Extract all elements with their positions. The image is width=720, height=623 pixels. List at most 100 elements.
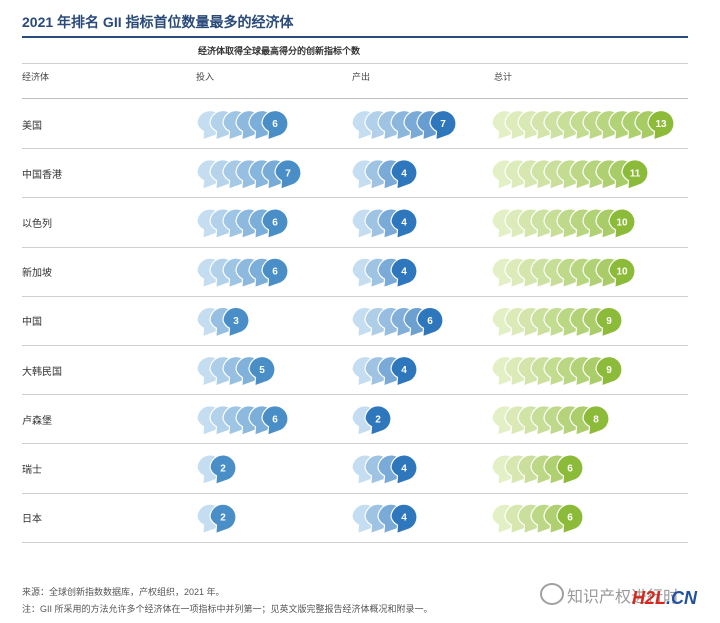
bubble-mark bbox=[261, 257, 289, 289]
bubble-mark bbox=[595, 355, 623, 387]
bubble-mark bbox=[261, 109, 289, 141]
row-label: 新加坡 bbox=[22, 268, 52, 280]
column-header-total: 总计 bbox=[494, 72, 513, 82]
chart-subtitle: 经济体取得全球最高得分的创新指标个数 bbox=[198, 46, 361, 56]
data-label: 3 bbox=[233, 316, 239, 327]
data-label: 6 bbox=[272, 267, 278, 278]
bubble-mark bbox=[248, 355, 276, 387]
data-label: 10 bbox=[616, 218, 628, 229]
logo-h2l: H2L bbox=[632, 588, 667, 608]
row-label: 中国 bbox=[22, 317, 42, 329]
bubble-mark bbox=[429, 109, 457, 141]
bubble-mark bbox=[595, 306, 623, 338]
bubble-group-input: 6 bbox=[196, 109, 289, 141]
bubble-group-total: 6 bbox=[491, 503, 584, 535]
bubble-group-output: 6 bbox=[351, 306, 444, 338]
bubble-group-total: 9 bbox=[491, 306, 623, 338]
row-divider bbox=[22, 295, 688, 297]
bubble-group-output: 4 bbox=[351, 503, 418, 535]
bubble-mark bbox=[556, 503, 584, 535]
bubble-mark bbox=[556, 454, 584, 486]
bubble-group-total: 13 bbox=[491, 109, 675, 141]
wechat-icon bbox=[540, 583, 564, 605]
bubble-mark bbox=[582, 405, 610, 436]
data-label: 6 bbox=[272, 218, 278, 229]
bubble-group-total: 10 bbox=[491, 208, 636, 240]
bubble-mark bbox=[390, 208, 418, 240]
bubble-group-total: 6 bbox=[491, 454, 584, 486]
bubble-mark bbox=[390, 257, 418, 289]
data-label: 6 bbox=[567, 513, 573, 524]
bubble-mark bbox=[222, 306, 250, 338]
bubble-group-input: 6 bbox=[196, 208, 289, 240]
bubble-group-output: 4 bbox=[351, 159, 418, 190]
data-label: 8 bbox=[593, 414, 599, 425]
data-label: 9 bbox=[606, 316, 612, 327]
bubble-mark bbox=[416, 306, 444, 338]
bubble-group-output: 4 bbox=[351, 208, 418, 240]
bubble-group-total: 8 bbox=[491, 405, 610, 436]
data-label: 2 bbox=[220, 464, 226, 475]
row-label: 以色列 bbox=[22, 219, 52, 230]
data-label: 4 bbox=[401, 365, 407, 376]
bubble-group-input: 6 bbox=[196, 405, 289, 436]
data-label: 4 bbox=[401, 218, 407, 229]
bubble-group-total: 9 bbox=[491, 355, 623, 387]
data-label: 7 bbox=[440, 119, 446, 130]
header-divider bbox=[22, 63, 688, 64]
row-divider bbox=[22, 345, 688, 346]
bubble-mark bbox=[261, 208, 289, 240]
bubble-mark bbox=[274, 159, 302, 190]
row-label: 日本 bbox=[22, 514, 42, 526]
data-label: 13 bbox=[655, 119, 667, 130]
row-label: 卢森堡 bbox=[22, 415, 52, 427]
row-label: 美国 bbox=[22, 120, 42, 132]
bubble-group-input: 2 bbox=[196, 503, 237, 535]
bubble-mark bbox=[261, 405, 289, 436]
data-label: 4 bbox=[401, 168, 407, 179]
bubble-group-output: 7 bbox=[351, 109, 457, 141]
bubble-mark bbox=[209, 503, 237, 535]
row-divider bbox=[22, 246, 688, 248]
data-label: 10 bbox=[616, 267, 628, 278]
data-label: 6 bbox=[272, 414, 278, 425]
row-divider bbox=[22, 443, 688, 445]
bubble-mark bbox=[390, 355, 418, 387]
data-label: 4 bbox=[401, 267, 407, 278]
column-header-output: 产出 bbox=[352, 72, 371, 82]
row-divider bbox=[22, 541, 688, 543]
watermark-text: 知识产权进行时 bbox=[567, 589, 680, 606]
data-label: 2 bbox=[375, 414, 381, 425]
bubble-mark bbox=[390, 503, 418, 535]
h2l-logo: H2L.CN bbox=[632, 588, 697, 609]
row-label: 大韩民国 bbox=[22, 366, 62, 378]
bubble-group-output: 2 bbox=[351, 405, 392, 436]
data-label: 11 bbox=[630, 168, 641, 179]
bubble-group-input: 5 bbox=[196, 355, 276, 387]
column-header-input: 投入 bbox=[196, 72, 215, 82]
data-label: 6 bbox=[272, 119, 278, 130]
row-label: 中国香港 bbox=[22, 169, 62, 181]
title-rule bbox=[22, 36, 688, 38]
bubble-group-input: 7 bbox=[196, 159, 302, 190]
data-label: 6 bbox=[427, 316, 433, 327]
bubble-group-total: 11 bbox=[491, 159, 649, 190]
bubble-mark bbox=[390, 159, 418, 190]
bubble-group-input: 6 bbox=[196, 257, 289, 289]
data-label: 5 bbox=[259, 365, 265, 376]
row-divider bbox=[22, 148, 688, 150]
row-divider bbox=[22, 394, 688, 396]
bubble-mark bbox=[364, 405, 392, 436]
bubble-mark bbox=[209, 454, 237, 486]
bubble-mark bbox=[608, 208, 636, 240]
row-divider bbox=[22, 492, 688, 494]
data-label: 4 bbox=[401, 464, 407, 475]
bubble-mark bbox=[390, 454, 418, 486]
logo-cn: .CN bbox=[666, 588, 698, 608]
header-divider bbox=[22, 98, 688, 99]
bubble-group-output: 4 bbox=[351, 257, 418, 289]
row-label: 瑞士 bbox=[22, 465, 42, 476]
data-label: 2 bbox=[220, 513, 226, 524]
chart-title: 2021 年排名 GII 指标首位数量最多的经济体 bbox=[22, 14, 294, 30]
